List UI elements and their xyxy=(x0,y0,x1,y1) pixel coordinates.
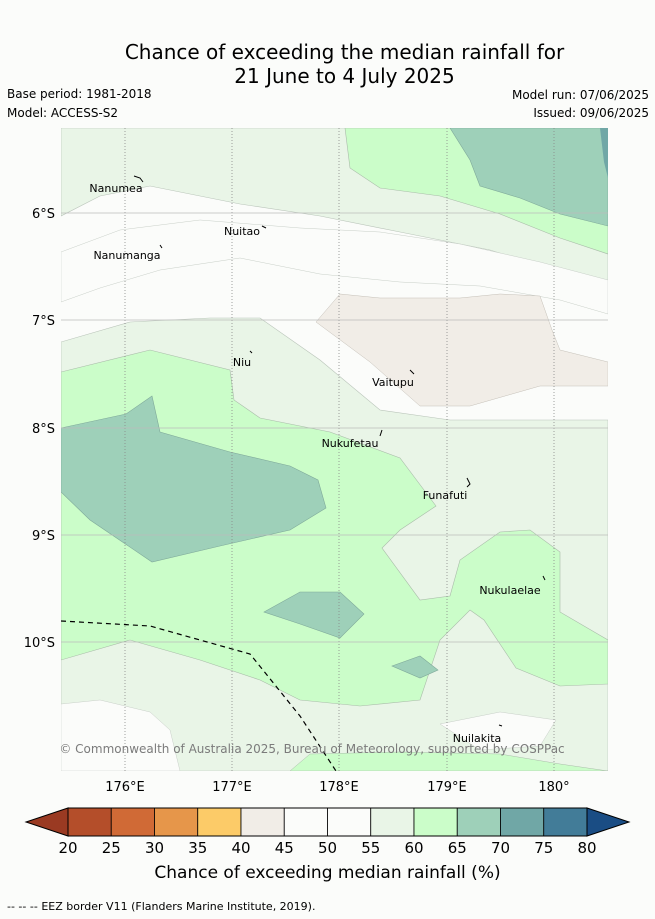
colorbar-cell xyxy=(283,807,328,837)
model-name: Model: ACCESS-S2 xyxy=(7,106,119,120)
lat-label: 7°S xyxy=(32,314,55,329)
eez-legend: -- -- -- EEZ border V11 (Flanders Marine… xyxy=(7,900,315,913)
colorbar-cell xyxy=(197,807,242,837)
colorbar-over-arrow xyxy=(586,807,631,837)
longitude-gridlines xyxy=(124,128,555,771)
copyright-notice: © Commonwealth of Australia 2025, Bureau… xyxy=(59,742,564,756)
colorbar-frame xyxy=(67,807,588,837)
latitude-labels: 6°S 7°S 8°S 9°S 10°S xyxy=(24,207,55,651)
chart-title: Chance of exceeding the median rainfall … xyxy=(0,40,655,88)
field-65-70-north xyxy=(449,128,608,227)
eez-legend-symbol: -- -- -- xyxy=(7,900,38,913)
colorbar-tick-label: 80 xyxy=(577,839,596,857)
lon-label: 176°E xyxy=(105,780,145,795)
colorbar-tick-label: 35 xyxy=(188,839,207,857)
lon-label: 179°E xyxy=(427,780,467,795)
place-label-vaitupu: Vaitupu xyxy=(372,376,414,389)
colorbar-tick-label: 20 xyxy=(58,839,77,857)
place-label-nukufetau: Nukufetau xyxy=(322,437,379,450)
colorbar-tick-labels: 20 25 30 35 40 45 50 55 60 65 70 75 80 xyxy=(58,839,596,857)
issued-date: Issued: 09/06/2025 xyxy=(533,106,649,120)
eez-legend-label: EEZ border V11 (Flanders Marine Institut… xyxy=(41,900,316,913)
colorbar-cell xyxy=(67,807,112,837)
field-50-55-southeast xyxy=(439,711,557,751)
title-line-1: Chance of exceeding the median rainfall … xyxy=(124,40,565,64)
field-65-70-west xyxy=(61,395,327,563)
field-60-65-south xyxy=(61,349,608,707)
colorbar-tick-label: 25 xyxy=(102,839,121,857)
island-outlines xyxy=(133,175,546,727)
colorbar-cell xyxy=(500,807,545,837)
colorbar-tick-label: 55 xyxy=(361,839,380,857)
lat-label: 9°S xyxy=(32,529,55,544)
colorbar-under-arrow xyxy=(24,807,69,837)
place-label-nuilakita: Nuilakita xyxy=(453,732,502,745)
colorbar-title: Chance of exceeding median rainfall (%) xyxy=(154,863,501,883)
colorbar-cell xyxy=(370,807,415,837)
title-line-2: 21 June to 4 July 2025 xyxy=(234,64,455,88)
colorbar-cell xyxy=(154,807,199,837)
place-label-nukulaelae: Nukulaelae xyxy=(479,584,541,597)
lon-label: 177°E xyxy=(212,780,252,795)
probability-fields xyxy=(61,128,608,771)
model-run-date: Model run: 07/06/2025 xyxy=(511,88,649,102)
field-60-65-bottom xyxy=(289,751,608,771)
colorbar-cell xyxy=(543,807,588,837)
colorbar-cell xyxy=(240,807,285,837)
latitude-gridlines xyxy=(61,212,608,643)
longitude-labels: 176°E 177°E 178°E 179°E 180° xyxy=(105,780,569,795)
colorbar-tick-label: 65 xyxy=(448,839,467,857)
place-label-nuitao: Nuitao xyxy=(224,225,260,238)
place-labels: Nanumea Nuitao Nanumanga Niu Vaitupu Nuk… xyxy=(89,182,540,745)
colorbar-cell xyxy=(413,807,458,837)
colorbar-cells xyxy=(67,807,588,837)
field-40-45 xyxy=(315,293,608,407)
place-label-nanumanga: Nanumanga xyxy=(93,249,160,262)
lat-label: 8°S xyxy=(32,422,55,437)
place-label-niu: Niu xyxy=(233,356,251,369)
field-70-75-north xyxy=(600,128,608,178)
field-50-55-southwest xyxy=(61,699,181,771)
place-label-funafuti: Funafuti xyxy=(423,489,468,502)
field-50-55-band xyxy=(61,219,608,315)
colorbar-tick-label: 50 xyxy=(318,839,337,857)
colorbar-tick-label: 30 xyxy=(145,839,164,857)
lat-label: 10°S xyxy=(24,636,55,651)
place-label-nanumea: Nanumea xyxy=(89,182,142,195)
base-period: Base period: 1981-2018 xyxy=(7,87,152,101)
field-65-70-small xyxy=(391,655,439,679)
lat-label: 6°S xyxy=(32,207,55,222)
colorbar-cell xyxy=(110,807,155,837)
lon-label: 178°E xyxy=(319,780,359,795)
lon-label: 180° xyxy=(538,780,569,795)
colorbar: 20 25 30 35 40 45 50 55 60 65 70 75 80 xyxy=(24,807,631,857)
colorbar-tick-label: 45 xyxy=(275,839,294,857)
colorbar-tick-label: 40 xyxy=(231,839,250,857)
colorbar-tick-label: 75 xyxy=(534,839,553,857)
colorbar-cell xyxy=(456,807,501,837)
colorbar-tick-label: 60 xyxy=(404,839,423,857)
colorbar-cell xyxy=(327,807,372,837)
colorbar-tick-label: 70 xyxy=(491,839,510,857)
eez-border-line xyxy=(60,620,337,772)
